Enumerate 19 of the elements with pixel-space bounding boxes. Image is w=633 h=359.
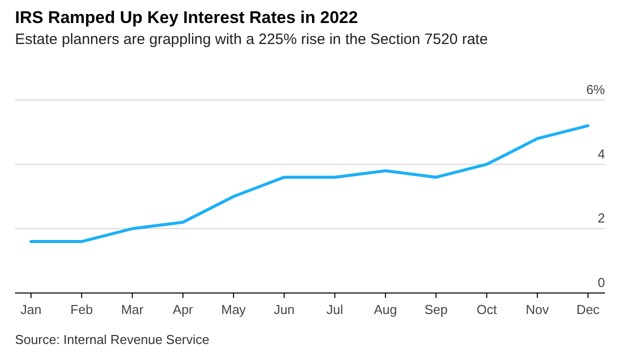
x-tick-label: Jul <box>326 302 344 317</box>
x-tick-label: Sep <box>424 302 448 317</box>
y-tick-label: 6% <box>586 82 606 97</box>
x-tick-label: May <box>221 302 246 317</box>
x-tick-label: Nov <box>526 302 550 317</box>
x-tick-label: Jun <box>274 302 295 317</box>
y-tick-label: 4 <box>598 146 605 162</box>
source-note: Source: Internal Revenue Service <box>15 332 210 347</box>
x-tick-label: Oct <box>476 302 498 317</box>
x-tick-label: Jan <box>20 302 42 317</box>
x-tick-label: Mar <box>121 302 144 317</box>
chart-subtitle: Estate planners are grappling with a 225% rise in the Section 7520 rate <box>15 31 488 48</box>
y-tick-label: 0 <box>598 275 605 290</box>
x-tick-label: Feb <box>70 302 93 317</box>
chart-title: IRS Ramped Up Key Interest Rates in 2022 <box>15 8 358 27</box>
x-tick-label: Apr <box>172 302 194 317</box>
y-tick-label: 2 <box>598 210 605 226</box>
x-tick-label: Dec <box>576 302 600 317</box>
x-tick-label: Aug <box>374 302 398 317</box>
